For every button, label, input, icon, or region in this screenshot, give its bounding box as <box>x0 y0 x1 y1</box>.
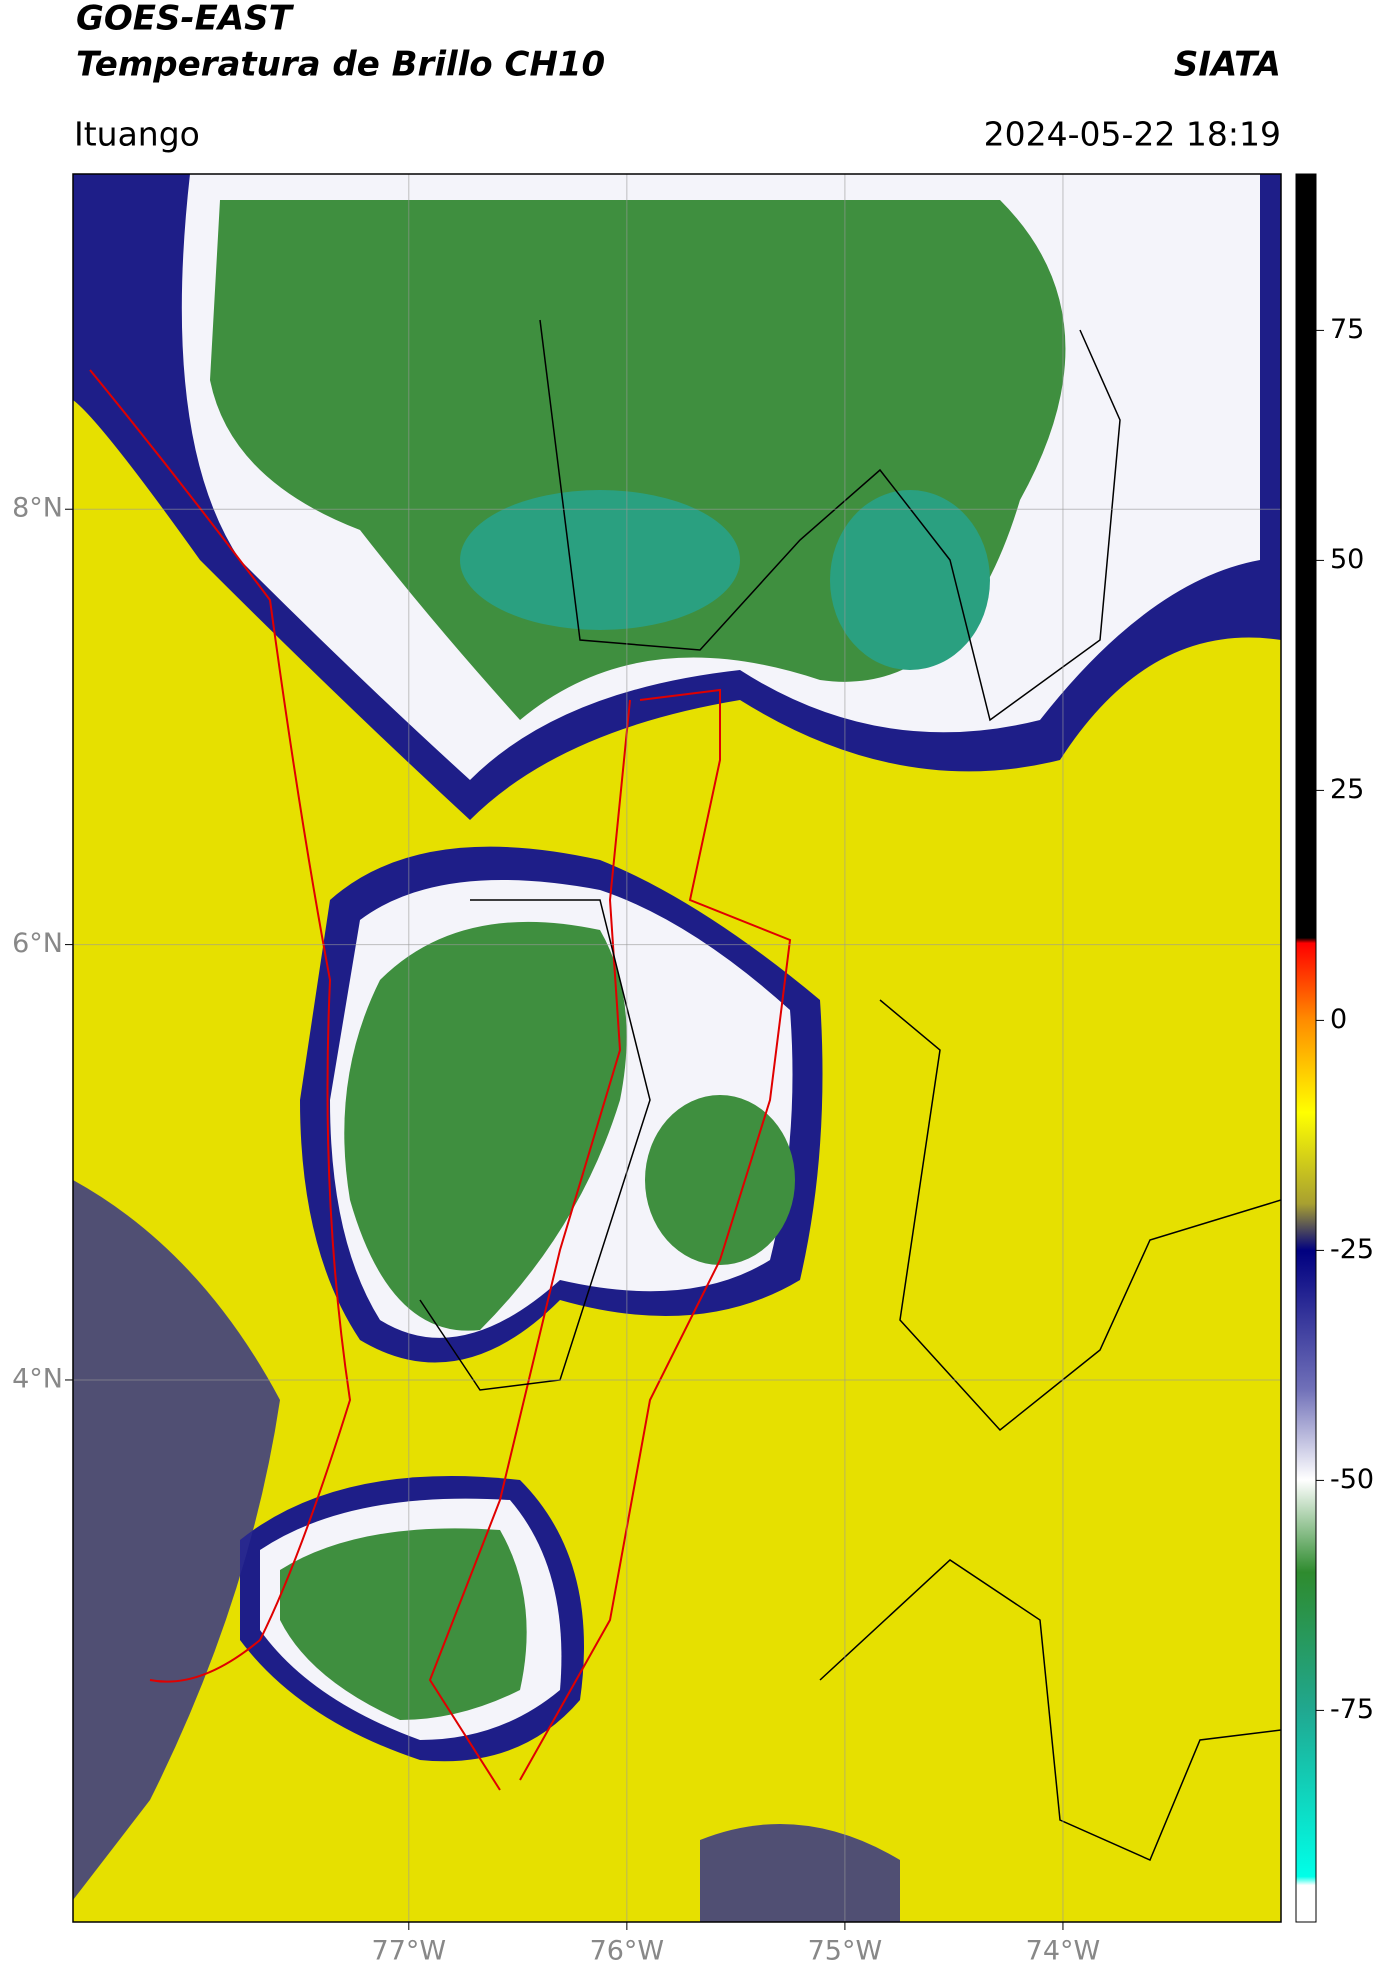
colorbar-tick-label: 50 <box>1330 544 1364 575</box>
datetime: 2024-05-22 18:19 <box>984 115 1281 154</box>
y-tick-label: 4°N <box>12 1363 63 1394</box>
colorbar-tick-label: -75 <box>1330 1694 1374 1725</box>
colorbar-tick-label: 0 <box>1330 1004 1347 1035</box>
x-tick-label: 77°W <box>372 1936 447 1967</box>
x-tick-label: 76°W <box>590 1936 665 1967</box>
colorbar-tick-label: 75 <box>1330 314 1364 345</box>
map-frame <box>72 173 1282 1923</box>
colorbar-tick-label: -25 <box>1330 1234 1374 1265</box>
colorbar-tick-label: -50 <box>1330 1464 1374 1495</box>
colorbar-tick-label: 25 <box>1330 774 1364 805</box>
satellite-image <box>73 174 1281 1922</box>
x-tick-label: 75°W <box>808 1936 883 1967</box>
title: GOES-EAST <box>76 0 295 39</box>
y-tick-label: 8°N <box>12 493 63 524</box>
colorbar <box>1295 173 1317 1923</box>
x-tick-label: 74°W <box>1026 1936 1101 1967</box>
source: SIATA <box>1174 45 1281 85</box>
y-tick-label: 6°N <box>12 928 63 959</box>
location: Ituango <box>74 115 200 154</box>
subtitle: Temperatura de Brillo CH10 <box>76 45 605 85</box>
